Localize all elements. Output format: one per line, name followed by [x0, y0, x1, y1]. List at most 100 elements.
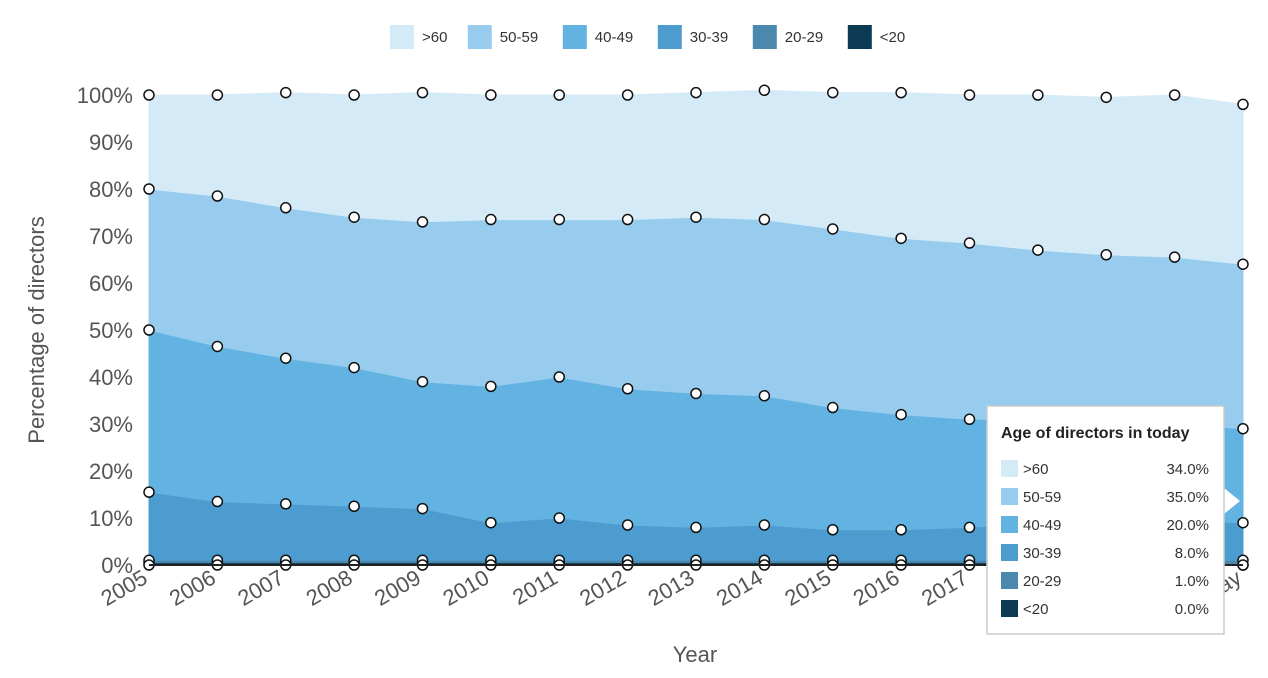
point-gt60-2016[interactable] [895, 86, 907, 99]
tooltip-pointer [1224, 488, 1240, 514]
point-30-39-2012[interactable] [621, 519, 634, 531]
point-50-59-2018[interactable] [1032, 244, 1044, 256]
point-30-39-2006[interactable] [211, 495, 224, 508]
point-40-49-2005[interactable] [143, 324, 155, 336]
point-gt60-2019[interactable] [1100, 91, 1112, 104]
point-40-49-2010[interactable] [485, 380, 497, 393]
point-gt60-2008[interactable] [348, 89, 360, 101]
legend-item-30-39[interactable]: 30-39 [657, 25, 728, 49]
y-tick-label: 60% [89, 271, 133, 296]
point-gt60-2013[interactable] [690, 86, 702, 99]
tooltip-value: 35.0% [1166, 489, 1209, 506]
point-50-59-2014[interactable] [758, 213, 771, 226]
point-50-59-2007[interactable] [280, 202, 292, 214]
point-40-49-2017[interactable] [963, 413, 976, 426]
tooltip-label: 30-39 [1023, 545, 1061, 562]
point-40-49-2009[interactable] [416, 375, 429, 388]
point-30-39-2010[interactable] [485, 516, 497, 529]
x-tick-label: 2017 [917, 565, 972, 611]
point-50-59-2011[interactable] [553, 213, 565, 226]
tooltip-title: Age of directors in today [1001, 425, 1190, 442]
point-30-39-2011[interactable] [553, 512, 565, 524]
legend-label: 20-29 [785, 29, 823, 46]
point-30-39-2013[interactable] [690, 521, 702, 534]
tooltip-value: 1.0% [1175, 573, 1209, 590]
point-gt60-2015[interactable] [827, 86, 839, 99]
x-tick-label: 2012 [575, 565, 630, 611]
point-gt60-2009[interactable] [416, 86, 429, 99]
point-30-39-2005[interactable] [143, 486, 155, 498]
y-axis-title: Percentage of directors [24, 216, 49, 443]
point-30-39-2009[interactable] [416, 502, 429, 515]
point-40-49-2014[interactable] [758, 390, 771, 402]
tooltip-swatch [1001, 600, 1018, 617]
legend-item-40-49[interactable]: 40-49 [562, 25, 633, 49]
legend-item-50-59[interactable]: 50-59 [467, 25, 538, 49]
point-50-59-2017[interactable] [963, 237, 976, 249]
point-40-49-2016[interactable] [895, 408, 907, 421]
point-40-49-2008[interactable] [348, 361, 360, 374]
point-50-59-2016[interactable] [895, 232, 907, 245]
point-40-49-2015[interactable] [827, 401, 839, 414]
point-30-39-2014[interactable] [758, 519, 771, 531]
point-40-49-2006[interactable] [211, 340, 224, 353]
x-tick-label: 2006 [165, 565, 220, 611]
point-gt60-Today[interactable] [1237, 98, 1249, 111]
point-40-49-2012[interactable] [621, 383, 634, 395]
tooltip-label: <20 [1023, 601, 1048, 618]
point-gt60-2005[interactable] [143, 89, 155, 101]
point-30-39-2007[interactable] [280, 498, 292, 510]
point-50-59-2010[interactable] [485, 213, 497, 226]
y-tick-label: 10% [89, 506, 133, 531]
point-40-49-2013[interactable] [690, 387, 702, 400]
legend-swatch [562, 25, 587, 49]
tooltip-label: 50-59 [1023, 489, 1061, 506]
legend-label: 50-59 [500, 29, 538, 46]
point-50-59-2019[interactable] [1100, 249, 1112, 261]
tooltip-box [986, 405, 1225, 635]
point-gt60-2020[interactable] [1168, 89, 1181, 101]
tooltip-swatch [1001, 488, 1018, 505]
point-50-59-2009[interactable] [416, 216, 429, 228]
point-50-59-2020[interactable] [1168, 251, 1181, 263]
legend-label: <20 [880, 29, 905, 46]
point-30-39-2015[interactable] [827, 524, 839, 536]
point-gt60-2012[interactable] [621, 89, 634, 101]
legend-swatch [847, 25, 872, 49]
tooltip-label: >60 [1023, 461, 1048, 478]
point-50-59-2008[interactable] [348, 211, 360, 223]
point-30-39-Today[interactable] [1237, 516, 1249, 529]
tooltip: Age of directors in today >60 34.0% 50-59 35… [986, 405, 1240, 635]
point-50-59-Today[interactable] [1237, 258, 1249, 270]
x-tick-label: 2014 [712, 565, 767, 611]
point-50-59-2013[interactable] [690, 211, 702, 223]
legend-item-gt60[interactable]: >60 [390, 25, 447, 49]
legend-item-20-29[interactable]: 20-29 [752, 25, 823, 49]
point-40-49-Today[interactable] [1237, 422, 1249, 435]
point-gt60-2007[interactable] [280, 86, 292, 99]
point-30-39-2008[interactable] [348, 500, 360, 512]
point-40-49-2007[interactable] [280, 352, 292, 364]
point-50-59-2015[interactable] [827, 223, 839, 235]
tooltip-swatch [1001, 544, 1018, 561]
point-gt60-2006[interactable] [211, 89, 224, 101]
point-gt60-2014[interactable] [758, 84, 771, 97]
tooltip-value: 0.0% [1175, 601, 1209, 618]
point-50-59-2012[interactable] [621, 213, 634, 226]
x-tick-label: 2015 [780, 565, 835, 611]
point-gt60-2018[interactable] [1032, 89, 1044, 101]
chart-legend: >60 50-59 40-49 30-39 20-29 <20 [390, 25, 905, 49]
y-tick-label: 30% [89, 412, 133, 437]
point-50-59-2005[interactable] [143, 183, 155, 195]
point-gt60-2010[interactable] [485, 89, 497, 101]
y-tick-label: 90% [89, 130, 133, 155]
point-gt60-2017[interactable] [963, 89, 976, 101]
point-gt60-2011[interactable] [553, 89, 565, 101]
point-40-49-2011[interactable] [553, 371, 565, 383]
point-50-59-2006[interactable] [211, 190, 224, 202]
legend-swatch [467, 25, 492, 49]
point-30-39-2017[interactable] [963, 521, 976, 534]
point-30-39-2016[interactable] [895, 524, 907, 536]
legend-item-lt20[interactable]: <20 [847, 25, 905, 49]
